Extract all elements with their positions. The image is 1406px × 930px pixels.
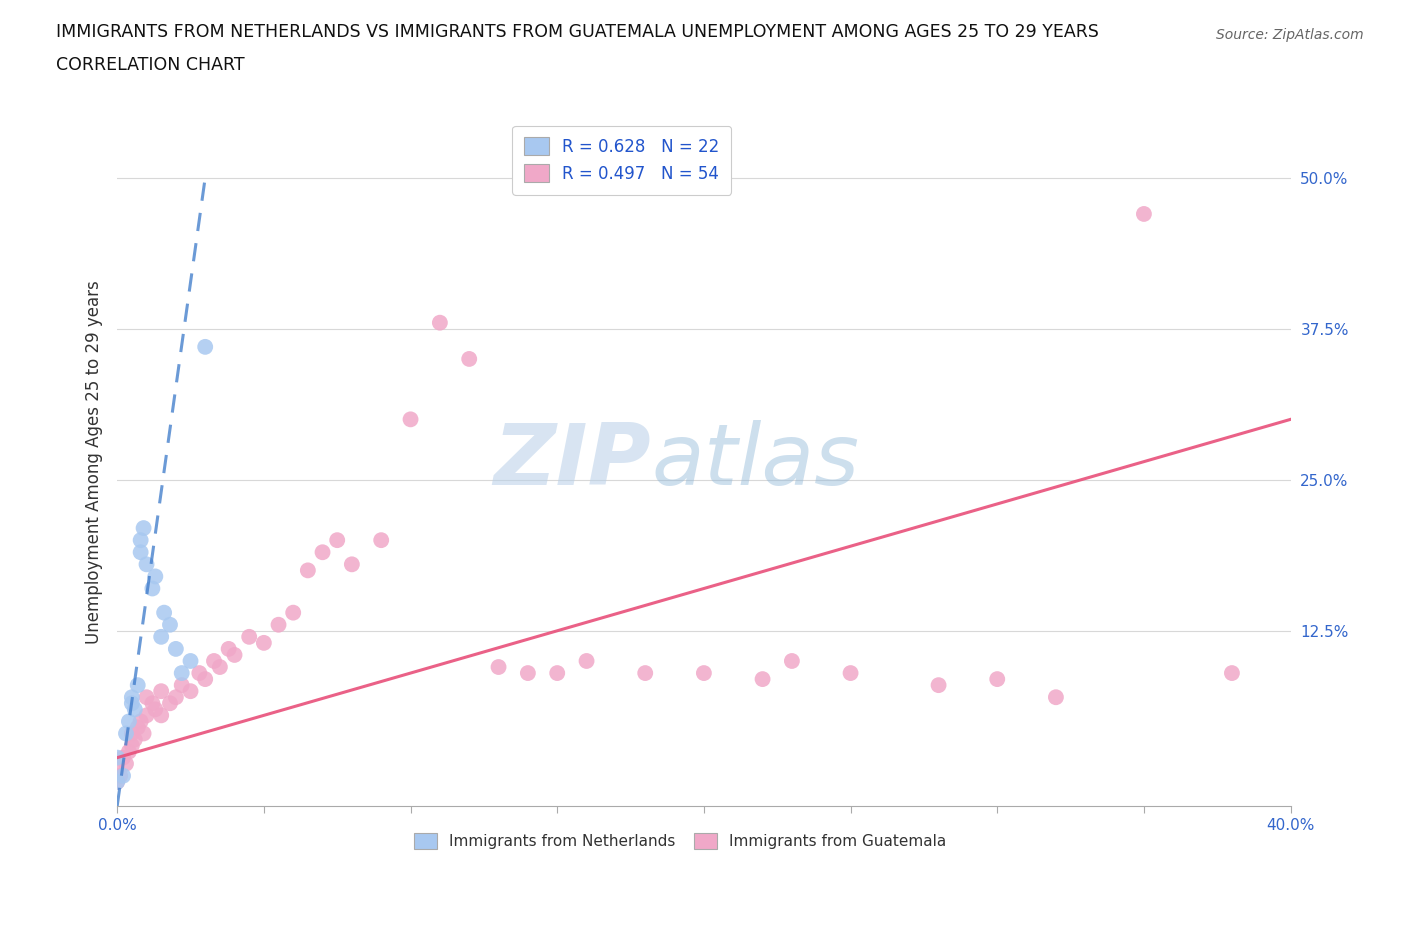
Point [297, 563, 319, 578]
Legend: Immigrants from Netherlands, Immigrants from Guatemala: Immigrants from Netherlands, Immigrants … [406, 825, 955, 857]
Point [135, 690, 157, 705]
Point [141, 581, 163, 596]
Point [108, 768, 131, 783]
Point [180, 684, 202, 698]
Point [194, 671, 217, 686]
Point [1133, 206, 1156, 221]
Point [267, 618, 290, 632]
Point [129, 545, 152, 560]
Text: CORRELATION CHART: CORRELATION CHART [56, 56, 245, 73]
Point [224, 647, 246, 662]
Point [208, 659, 231, 674]
Point [340, 557, 363, 572]
Point [170, 678, 193, 693]
Point [839, 666, 862, 681]
Point [121, 690, 143, 705]
Point [311, 545, 333, 560]
Point [121, 726, 143, 741]
Text: atlas: atlas [651, 420, 859, 503]
Point [112, 751, 135, 765]
Point [135, 708, 157, 723]
Point [238, 630, 260, 644]
Point [118, 714, 141, 729]
Point [150, 630, 173, 644]
Text: Source: ZipAtlas.com: Source: ZipAtlas.com [1216, 28, 1364, 42]
Text: IMMIGRANTS FROM NETHERLANDS VS IMMIGRANTS FROM GUATEMALA UNEMPLOYMENT AMONG AGES: IMMIGRANTS FROM NETHERLANDS VS IMMIGRANT… [56, 23, 1099, 41]
Point [129, 714, 152, 729]
Point [165, 690, 187, 705]
Point [516, 666, 538, 681]
Point [150, 708, 173, 723]
Point [575, 654, 598, 669]
Point [165, 642, 187, 657]
Point [253, 635, 276, 650]
Point [141, 696, 163, 711]
Point [118, 744, 141, 759]
Point [458, 352, 481, 366]
Point [124, 732, 146, 747]
Point [135, 557, 157, 572]
Y-axis label: Unemployment Among Ages 25 to 29 years: Unemployment Among Ages 25 to 29 years [86, 280, 103, 644]
Point [180, 654, 202, 669]
Point [127, 720, 149, 735]
Point [105, 763, 128, 777]
Point [143, 569, 166, 584]
Point [132, 521, 155, 536]
Point [121, 738, 143, 753]
Point [105, 775, 128, 790]
Point [399, 412, 422, 427]
Text: ZIP: ZIP [494, 420, 651, 503]
Point [546, 666, 568, 681]
Point [150, 684, 173, 698]
Point [124, 702, 146, 717]
Point [188, 666, 211, 681]
Point [129, 533, 152, 548]
Point [986, 671, 1008, 686]
Point [283, 605, 305, 620]
Point [153, 605, 176, 620]
Point [115, 756, 138, 771]
Point [132, 726, 155, 741]
Point [693, 666, 716, 681]
Point [121, 696, 143, 711]
Point [370, 533, 392, 548]
Point [218, 642, 240, 657]
Point [751, 671, 773, 686]
Point [143, 702, 166, 717]
Point [1220, 666, 1243, 681]
Point [159, 618, 181, 632]
Point [634, 666, 657, 681]
Point [105, 751, 128, 765]
Point [112, 768, 135, 783]
Point [429, 315, 451, 330]
Point [780, 654, 803, 669]
Point [1045, 690, 1067, 705]
Point [170, 666, 193, 681]
Point [159, 696, 181, 711]
Point [194, 339, 217, 354]
Point [105, 775, 128, 790]
Point [115, 726, 138, 741]
Point [127, 678, 149, 693]
Point [488, 659, 510, 674]
Point [326, 533, 349, 548]
Point [202, 654, 225, 669]
Point [928, 678, 950, 693]
